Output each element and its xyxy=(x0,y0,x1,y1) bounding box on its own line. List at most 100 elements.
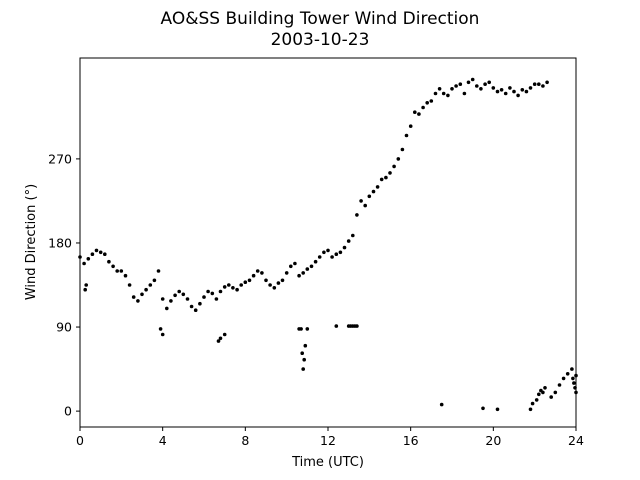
data-point xyxy=(528,86,533,90)
data-point xyxy=(404,133,409,138)
data-point xyxy=(280,278,285,283)
data-point xyxy=(264,278,268,283)
data-point xyxy=(466,80,471,85)
data-point xyxy=(260,271,264,275)
data-point xyxy=(565,372,570,376)
data-point xyxy=(198,301,202,306)
plot-frame xyxy=(79,57,577,428)
data-point xyxy=(462,91,467,96)
data-point xyxy=(495,89,500,94)
data-point xyxy=(371,189,376,194)
x-tick-label: 20 xyxy=(485,433,501,448)
data-point xyxy=(136,299,140,303)
data-point xyxy=(458,82,463,86)
data-point xyxy=(239,283,243,287)
data-point xyxy=(388,171,392,175)
data-point xyxy=(334,252,339,256)
data-point xyxy=(537,82,541,86)
data-point xyxy=(302,357,307,362)
y-axis-label: Wind Direction (°) xyxy=(24,184,39,300)
data-point xyxy=(351,233,355,238)
data-point xyxy=(413,110,417,114)
chart-subtitle: 2003-10-23 xyxy=(271,30,370,50)
data-point xyxy=(433,91,438,96)
data-point xyxy=(123,273,128,278)
data-point xyxy=(475,84,479,88)
data-point xyxy=(508,86,512,90)
data-point xyxy=(84,283,88,287)
data-point xyxy=(177,289,181,294)
data-point xyxy=(334,324,339,328)
data-point xyxy=(284,271,289,275)
data-point xyxy=(303,343,308,348)
data-point xyxy=(322,250,326,255)
data-point xyxy=(247,278,252,283)
data-point xyxy=(115,269,119,273)
data-point xyxy=(289,264,293,269)
data-point xyxy=(86,257,91,261)
data-point xyxy=(231,286,235,290)
data-point xyxy=(210,291,215,296)
data-point xyxy=(454,84,458,88)
data-point xyxy=(268,283,272,287)
data-point xyxy=(363,203,368,208)
data-point xyxy=(206,289,210,294)
data-point xyxy=(400,147,405,152)
x-axis-label: Time (UTC) xyxy=(291,455,364,470)
data-point xyxy=(216,339,221,343)
data-point xyxy=(98,250,103,255)
data-point xyxy=(218,289,223,294)
data-point xyxy=(297,273,301,278)
data-point xyxy=(571,376,575,381)
data-point xyxy=(131,295,136,299)
axis-ticks: 0 4 8 12 16 20 24 0 90 180 270 xyxy=(48,151,584,448)
data-point xyxy=(530,401,535,406)
data-point xyxy=(189,304,194,309)
data-point xyxy=(396,157,401,161)
y-tick-label: 270 xyxy=(48,151,72,166)
data-point xyxy=(148,283,153,287)
data-points xyxy=(78,77,578,412)
data-point xyxy=(384,175,388,180)
x-tick-label: 4 xyxy=(159,433,167,448)
data-point xyxy=(417,112,421,116)
data-point xyxy=(158,327,163,331)
data-point xyxy=(367,194,372,199)
data-point xyxy=(309,264,314,269)
data-point xyxy=(512,89,516,94)
data-point xyxy=(338,250,343,255)
data-point xyxy=(222,285,227,289)
data-point xyxy=(520,88,525,92)
data-point xyxy=(379,177,384,182)
x-tick-label: 24 xyxy=(568,433,584,448)
x-tick-label: 0 xyxy=(76,433,84,448)
data-point xyxy=(532,82,537,86)
data-point xyxy=(483,82,487,86)
data-point xyxy=(103,252,107,256)
data-point xyxy=(305,327,310,331)
data-point xyxy=(450,87,454,91)
data-point xyxy=(276,281,281,285)
data-point xyxy=(359,199,363,203)
data-point xyxy=(537,392,541,397)
data-point xyxy=(160,332,165,337)
data-point xyxy=(82,261,86,266)
y-tick-label: 0 xyxy=(64,404,72,419)
data-point xyxy=(545,80,549,85)
data-point xyxy=(421,105,425,110)
data-point xyxy=(185,297,190,301)
data-point xyxy=(94,248,99,253)
data-point xyxy=(528,407,533,412)
data-point xyxy=(305,267,310,271)
data-point xyxy=(227,283,231,287)
data-point xyxy=(214,297,219,301)
data-point xyxy=(330,255,334,259)
data-point xyxy=(437,87,442,91)
data-point xyxy=(375,185,380,189)
data-point xyxy=(127,283,132,287)
data-point xyxy=(313,259,318,264)
data-point xyxy=(181,292,186,297)
data-point xyxy=(541,390,545,395)
data-point xyxy=(543,386,547,390)
